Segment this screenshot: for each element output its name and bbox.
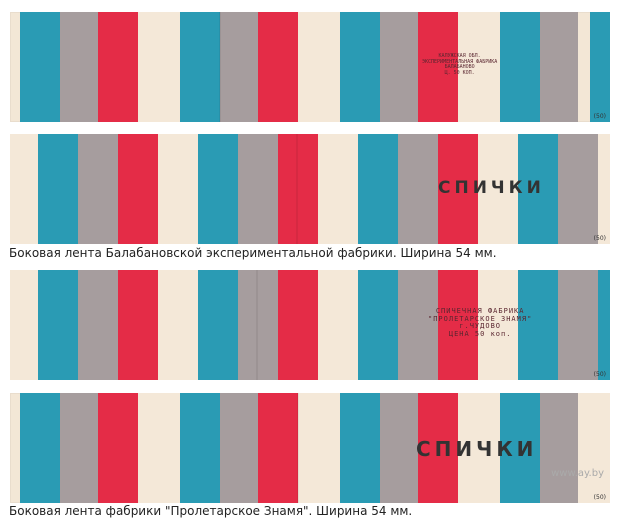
stripe: [398, 270, 438, 380]
stripe: [438, 270, 478, 380]
stripe: [60, 393, 98, 503]
stamp-line: ЭКСПЕРИМЕНТАЛЬНАЯ ФАБРИКА: [422, 58, 498, 65]
stripe: [98, 12, 138, 122]
stripe: [540, 12, 578, 122]
stripe: [398, 134, 438, 244]
stripe: [258, 393, 298, 503]
stripe: [340, 393, 380, 503]
matchbox-side-strip-4: СПИЧКИ (50) www.ay.by: [10, 393, 610, 503]
stripe: [258, 12, 298, 122]
stripe: [380, 12, 418, 122]
stripe: [500, 12, 540, 122]
stripe: [278, 270, 318, 380]
factory-stamp: КАЛУЖСКАЯ ОБЛ. ЭКСПЕРИМЕНТАЛЬНАЯ ФАБРИКА…: [422, 53, 498, 76]
stripe: [20, 393, 60, 503]
stripe: [478, 270, 518, 380]
stripe: [458, 12, 500, 122]
stamp-line: ЦЕНА 50 коп.: [448, 330, 512, 339]
stripe: [278, 134, 318, 244]
stripe: [518, 134, 558, 244]
factory-stamp: СПИЧЕЧНАЯ ФАБРИКА "ПРОЛЕТАРСКОЕ ЗНАМЯ" г…: [428, 307, 533, 339]
stripe: [598, 134, 610, 244]
stripe: [20, 12, 60, 122]
stripe: [220, 393, 258, 503]
corner-mark: (50): [593, 235, 606, 242]
matchbox-side-strip-1: КАЛУЖСКАЯ ОБЛ. ЭКСПЕРИМЕНТАЛЬНАЯ ФАБРИКА…: [10, 12, 610, 122]
stamp-line: г.ЧУДОВО: [459, 322, 501, 331]
stripe: [78, 134, 118, 244]
matches-word: СПИЧКИ: [438, 178, 545, 198]
fold-line: [256, 270, 258, 380]
corner-mark: (50): [593, 494, 606, 501]
stripe: [418, 12, 458, 122]
stripe: [78, 270, 118, 380]
stripe: [578, 393, 610, 503]
stripe: [358, 270, 398, 380]
stripe: [238, 134, 278, 244]
stripe: [118, 270, 158, 380]
stripe: [180, 12, 220, 122]
stripe: [340, 12, 380, 122]
stamp-line: Ц. 50 КОП.: [444, 69, 475, 76]
stripe: [438, 134, 478, 244]
fold-line: [297, 393, 299, 503]
stripe: [540, 393, 578, 503]
caption-first: Боковая лента Балабановской эксперимента…: [9, 246, 497, 260]
stripe: [598, 270, 610, 380]
stripe: [158, 270, 198, 380]
stripe: [518, 270, 558, 380]
stripe: [298, 393, 340, 503]
matches-word: СПИЧКИ: [416, 437, 538, 461]
matchbox-side-strip-3: СПИЧЕЧНАЯ ФАБРИКА "ПРОЛЕТАРСКОЕ ЗНАМЯ" г…: [10, 270, 610, 380]
stripe: [298, 12, 340, 122]
stamp-line: БАЛАБАНОВО: [444, 64, 475, 70]
stripe: [180, 393, 220, 503]
stripe: [198, 270, 238, 380]
stripe: [38, 270, 78, 380]
stripe: [10, 134, 38, 244]
fold-line: [219, 12, 221, 122]
stripe: [10, 270, 38, 380]
stripe: [558, 270, 598, 380]
stripe: [98, 393, 138, 503]
fold-line: [296, 134, 298, 244]
stripe: [158, 134, 198, 244]
stripe: [38, 134, 78, 244]
stamp-line: КАЛУЖСКАЯ ОБЛ.: [438, 53, 481, 59]
corner-mark: (50): [593, 113, 606, 120]
stripe: [138, 393, 180, 503]
caption-second: Боковая лента фабрики "Пролетарское Знам…: [9, 504, 413, 518]
stripe: [418, 393, 458, 503]
stripe: [318, 134, 358, 244]
stripe: [318, 270, 358, 380]
stripe: [358, 134, 398, 244]
corner-mark: (50): [593, 371, 606, 378]
stripe: [118, 134, 158, 244]
stripe: [590, 12, 610, 122]
matchbox-side-strip-2: СПИЧКИ (50): [10, 134, 610, 244]
stripe: [198, 134, 238, 244]
stripe: [458, 393, 500, 503]
stamp-line: "ПРОЛЕТАРСКОЕ ЗНАМЯ": [428, 314, 533, 323]
stripe: [138, 12, 180, 122]
watermark: www.ay.by: [551, 468, 604, 479]
stripe: [238, 270, 278, 380]
stripe: [380, 393, 418, 503]
stripe: [558, 134, 598, 244]
stripe: [220, 12, 258, 122]
stripe: [60, 12, 98, 122]
stripe: [478, 134, 518, 244]
stripe: [500, 393, 540, 503]
stamp-line: СПИЧЕЧНАЯ ФАБРИКА: [435, 307, 525, 315]
